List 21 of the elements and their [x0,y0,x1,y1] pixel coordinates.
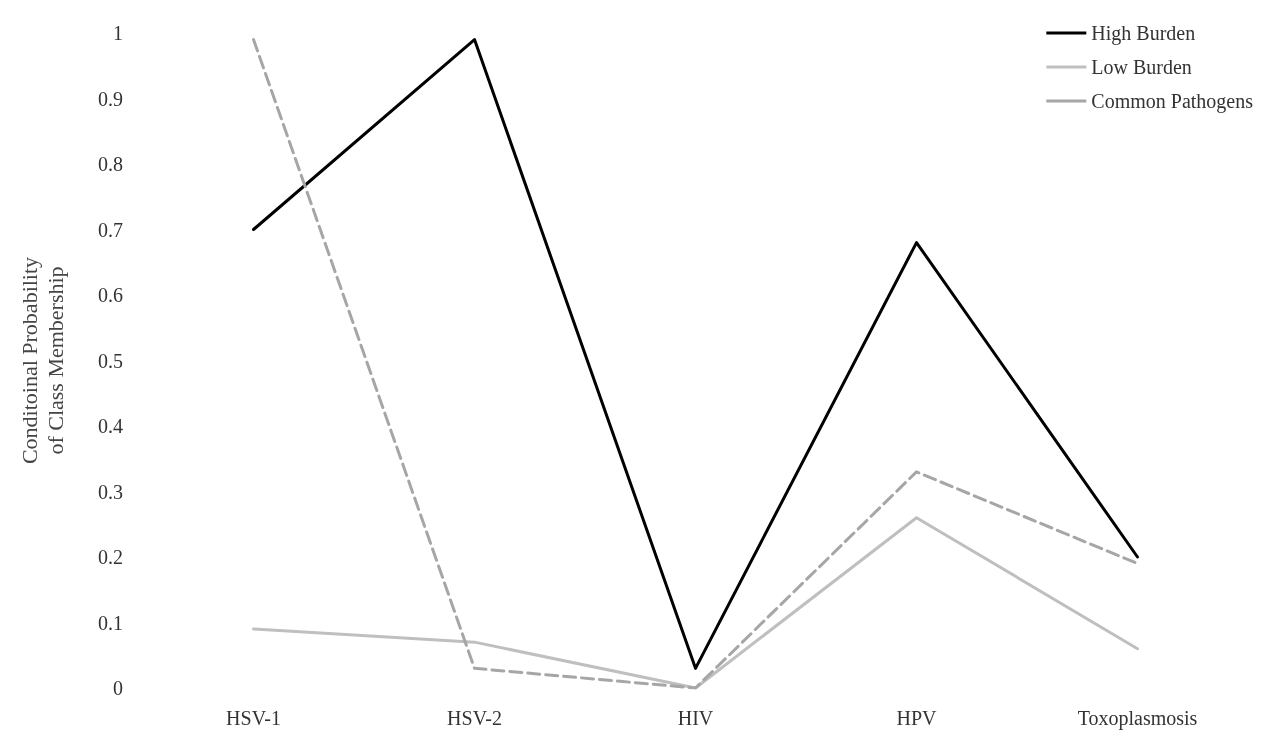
y-tick-label: 0.8 [98,153,123,175]
x-tick-label: HPV [896,707,938,729]
y-tick-label: 0.4 [98,415,123,437]
y-tick-label: 0.1 [98,611,123,634]
x-tick-label: HSV-1 [226,707,281,729]
x-tick-label: Toxoplasmosis [1077,707,1198,730]
x-tick-label: HIV [677,707,714,729]
y-tick-label: 0.3 [98,480,123,503]
legend-label: High Burden [1091,22,1196,45]
y-tick-label: 1 [113,22,123,44]
y-tick-label: 0.6 [98,284,123,306]
y-tick-label: 0 [113,677,123,699]
y-axis-title: Conditoinal Probability of Class Membership [16,256,68,465]
y-tick-label: 0.5 [98,349,123,372]
x-tick-label: HSV-2 [447,707,502,729]
legend-label: Common Pathogens [1091,90,1254,113]
y-tick-label: 0.7 [98,218,123,241]
y-tick-label: 0.9 [98,87,123,110]
line-series [252,516,1139,690]
y-tick-label: 0.2 [98,546,123,568]
legend-label: Low Burden [1091,56,1192,78]
